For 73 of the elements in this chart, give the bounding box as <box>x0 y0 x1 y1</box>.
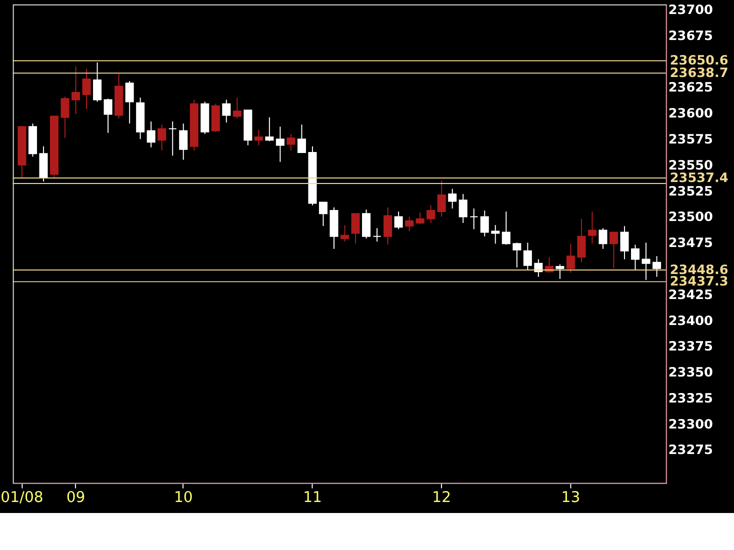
candlestick <box>60 96 70 139</box>
y-tick-label: 23325 <box>668 391 714 406</box>
candlestick <box>254 129 263 146</box>
x-tick-label: 10 <box>174 489 193 506</box>
y-tick-label: 23700 <box>668 3 714 18</box>
y-tick-label: 23525 <box>668 184 714 200</box>
y-tick-label: 23500 <box>668 210 714 226</box>
candlestick <box>512 242 522 268</box>
candlestick <box>426 204 436 224</box>
candlestick <box>93 62 102 102</box>
candlestick <box>394 211 403 230</box>
y-tick-label: 23575 <box>668 132 714 148</box>
y-tick-label: 23425 <box>668 288 714 303</box>
candlestick <box>318 202 328 227</box>
candlestick <box>631 244 640 270</box>
y-tick-label: 23400 <box>668 314 714 329</box>
candlestick <box>437 180 446 218</box>
y-tick-label: 23600 <box>668 106 714 122</box>
candlestick <box>566 243 575 274</box>
candlestick <box>448 188 457 209</box>
candlestick <box>470 208 478 230</box>
candlestick <box>598 228 608 250</box>
candlestick <box>39 146 48 182</box>
ref-line-label: 23638.7 <box>670 66 728 82</box>
candlestick <box>286 133 296 151</box>
candlestick <box>609 232 618 270</box>
x-tick-label: 01/08 <box>0 489 44 506</box>
candlestick <box>104 98 112 134</box>
candlestick <box>416 212 424 224</box>
y-tick-label: 23625 <box>668 80 714 96</box>
candlestick <box>351 213 360 244</box>
candlestick <box>265 116 274 142</box>
candlestick <box>384 206 392 246</box>
candlestick <box>405 216 414 232</box>
candlestick <box>491 224 500 244</box>
candlestick <box>276 126 284 162</box>
candlestick <box>642 242 650 280</box>
x-tick-label: 09 <box>66 489 86 506</box>
candlestick <box>577 218 586 263</box>
candlestick <box>620 226 629 260</box>
candlestick <box>523 242 532 270</box>
candlestick <box>502 211 510 246</box>
candlestick <box>458 193 468 224</box>
candlestick <box>125 80 134 124</box>
candlestick <box>372 228 382 242</box>
candlestick <box>146 120 156 148</box>
candlestick <box>556 264 564 280</box>
candlestick <box>158 124 166 151</box>
candlestick <box>168 120 177 156</box>
ref-line-label: 23650.6 <box>670 54 728 69</box>
y-tick-label: 23550 <box>668 158 714 174</box>
candlestick <box>588 211 596 244</box>
candlestick <box>362 209 371 239</box>
candlestick <box>480 210 489 237</box>
y-tick-label: 23275 <box>668 443 714 458</box>
x-tick-label: 11 <box>303 489 322 506</box>
candlestick <box>82 68 91 110</box>
x-tick-label: 12 <box>432 489 451 506</box>
candlestick <box>222 99 231 123</box>
y-tick-label: 23475 <box>668 236 714 252</box>
y-tick-label: 23350 <box>668 366 714 381</box>
candlestick <box>340 224 350 242</box>
x-tick-label: 13 <box>561 489 580 506</box>
candlestick <box>72 66 80 115</box>
candlestick <box>652 256 662 278</box>
y-tick-label: 23375 <box>668 340 714 355</box>
ref-line-label: 23537.4 <box>670 170 728 186</box>
ref-line-label: 23437.3 <box>670 274 728 290</box>
candlestick <box>232 97 242 119</box>
candlestick <box>179 123 188 160</box>
y-tick-label: 23675 <box>668 28 714 44</box>
y-tick-label: 23300 <box>668 417 714 432</box>
candlestick <box>297 124 306 154</box>
